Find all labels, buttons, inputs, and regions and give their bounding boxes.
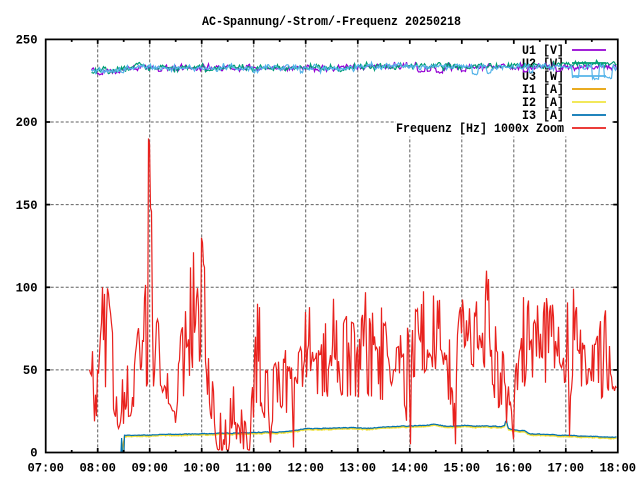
svg-text:09:00: 09:00 (131, 460, 168, 475)
svg-text:14:00: 14:00 (392, 460, 429, 475)
svg-text:AC-Spannung/-Strom/-Frequenz 2: AC-Spannung/-Strom/-Frequenz 20250218 (202, 14, 461, 29)
svg-text:0: 0 (30, 446, 37, 461)
svg-text:07:00: 07:00 (27, 460, 64, 475)
svg-text:11:00: 11:00 (235, 460, 272, 475)
svg-text:Frequenz [Hz] 1000x Zoom: Frequenz [Hz] 1000x Zoom (396, 121, 564, 136)
svg-text:150: 150 (16, 198, 38, 213)
svg-text:10:00: 10:00 (183, 460, 220, 475)
svg-text:100: 100 (16, 281, 38, 296)
svg-text:16:00: 16:00 (496, 460, 533, 475)
svg-text:18:00: 18:00 (600, 460, 637, 475)
svg-text:08:00: 08:00 (79, 460, 116, 475)
svg-text:17:00: 17:00 (548, 460, 585, 475)
svg-text:50: 50 (23, 363, 38, 378)
svg-text:U1 [V]: U1 [V] (522, 43, 564, 58)
svg-text:I1 [A]: I1 [A] (522, 82, 564, 97)
svg-text:200: 200 (16, 115, 38, 130)
svg-text:12:00: 12:00 (287, 460, 324, 475)
svg-text:13:00: 13:00 (340, 460, 377, 475)
svg-text:15:00: 15:00 (444, 460, 481, 475)
svg-text:I2 [A]: I2 [A] (522, 95, 564, 110)
svg-text:I3 [A]: I3 [A] (522, 108, 564, 123)
svg-text:250: 250 (16, 33, 38, 48)
